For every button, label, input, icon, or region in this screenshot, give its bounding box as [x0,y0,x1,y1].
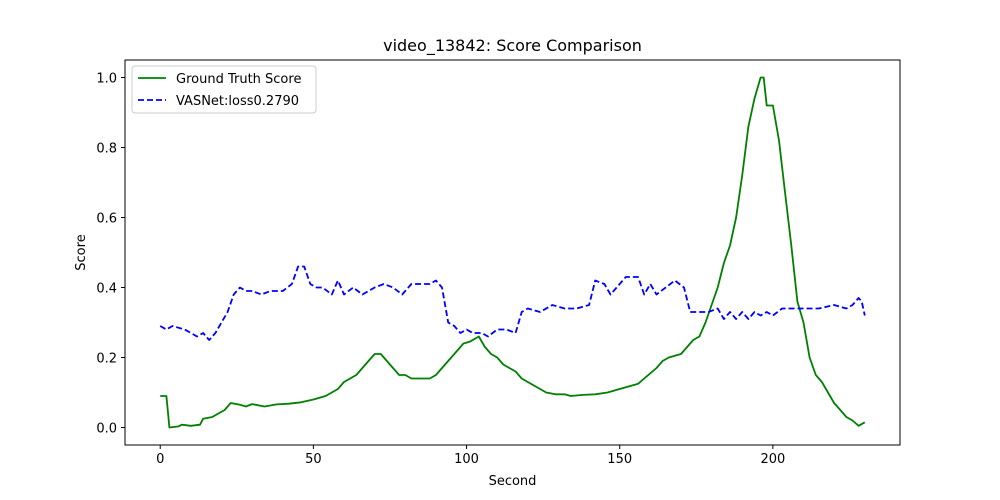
y-tick-label: 0.2 [96,352,117,367]
legend: Ground Truth Score VASNet:loss0.2790 [131,65,317,114]
series-line-1 [159,265,866,341]
y-tick-label: 0.8 [96,142,117,157]
y-tick-label: 0.4 [96,282,117,297]
legend-label-vasnet: VASNet:loss0.2790 [176,94,299,109]
x-axis-ticks: 0 50 100 150 200 [156,445,785,467]
x-axis-label: Second [489,474,537,489]
x-tick-label: 100 [454,452,479,467]
y-tick-label: 0.6 [96,212,117,227]
y-tick-label: 0.0 [96,422,117,437]
series-line-0 [160,76,866,429]
plot-lines [159,76,866,429]
x-tick-label: 50 [305,452,322,467]
x-tick-label: 0 [156,452,164,467]
x-tick-label: 150 [607,452,632,467]
chart-title: video_13842: Score Comparison [383,36,642,56]
y-tick-label: 1.0 [96,72,117,87]
y-axis-ticks: 0.0 0.2 0.4 0.6 0.8 1.0 [96,72,125,437]
legend-box [131,65,317,114]
x-tick-label: 200 [760,452,785,467]
axes-frame [124,59,901,446]
legend-label-ground-truth: Ground Truth Score [176,72,301,87]
y-axis-label: Score [74,234,89,270]
